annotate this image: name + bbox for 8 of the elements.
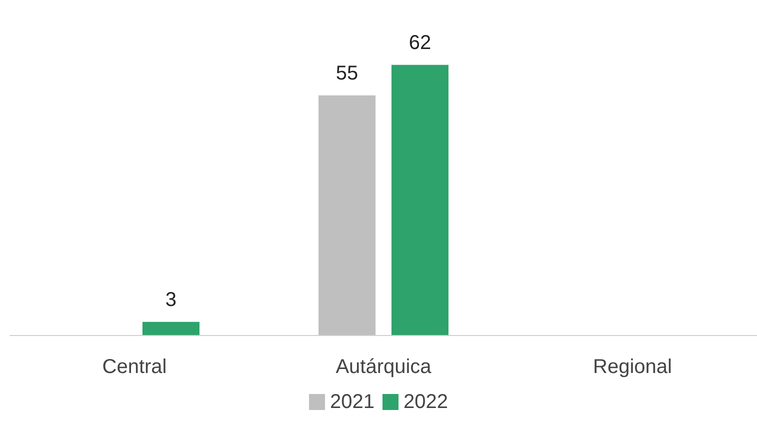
legend-label: 2022 xyxy=(404,391,448,413)
x-tick-label: Regional xyxy=(593,356,672,378)
x-tick-label: Central xyxy=(102,356,167,378)
data-label: 55 xyxy=(336,62,358,84)
data-label: 3 xyxy=(165,288,177,311)
x-tick-label: Autárquica xyxy=(336,356,432,378)
legend-label: 2021 xyxy=(330,391,375,413)
data-label: 62 xyxy=(408,32,432,54)
